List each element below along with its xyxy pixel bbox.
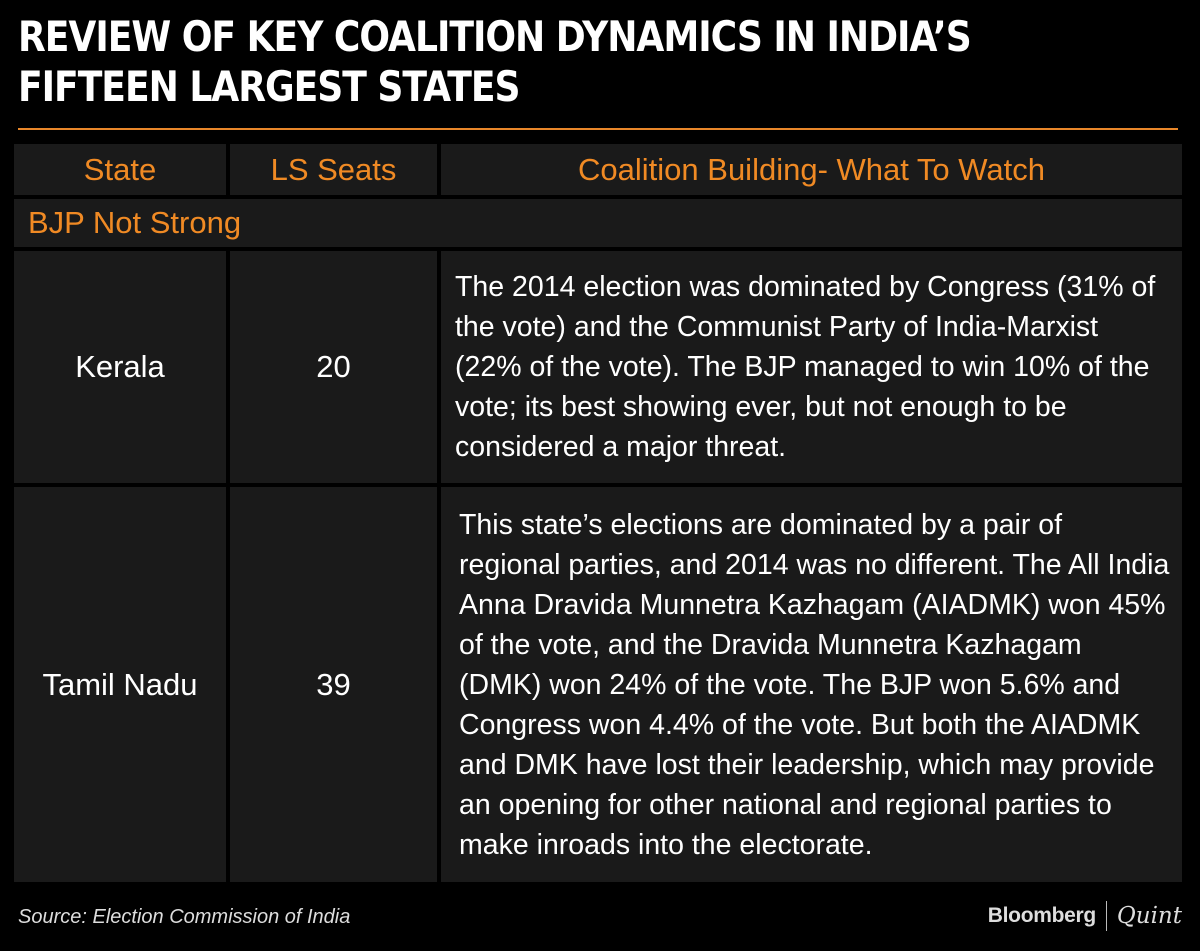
brand-logo: Bloomberg Quint	[988, 901, 1182, 931]
description-cell: This state’s elections are dominated by …	[441, 487, 1182, 882]
coalition-table: State LS Seats Coalition Building- What …	[14, 144, 1182, 886]
state-cell: Kerala	[14, 251, 226, 483]
state-cell: Tamil Nadu	[14, 487, 226, 882]
brand-divider	[1105, 901, 1107, 931]
description-cell: The 2014 election was dominated by Congr…	[441, 251, 1182, 483]
title-divider	[18, 128, 1178, 130]
brand-quint: Quint	[1116, 903, 1182, 929]
seats-cell: 39	[230, 487, 437, 882]
header-ls-seats: LS Seats	[230, 144, 437, 195]
section-label: BJP Not Strong	[14, 199, 1182, 247]
brand-bloomberg: Bloomberg	[987, 904, 1096, 927]
table-header-row: State LS Seats Coalition Building- What …	[14, 144, 1182, 195]
source-note: Source: Election Commission of India	[18, 906, 351, 928]
header-state: State	[14, 144, 226, 195]
table-row: Kerala 20 The 2014 election was dominate…	[14, 251, 1182, 483]
table-row: Tamil Nadu 39 This state’s elections are…	[14, 487, 1182, 882]
seats-cell: 20	[230, 251, 437, 483]
header-coalition-building: Coalition Building- What To Watch	[441, 144, 1182, 195]
page-title: REVIEW OF KEY COALITION DYNAMICS IN INDI…	[18, 12, 972, 111]
